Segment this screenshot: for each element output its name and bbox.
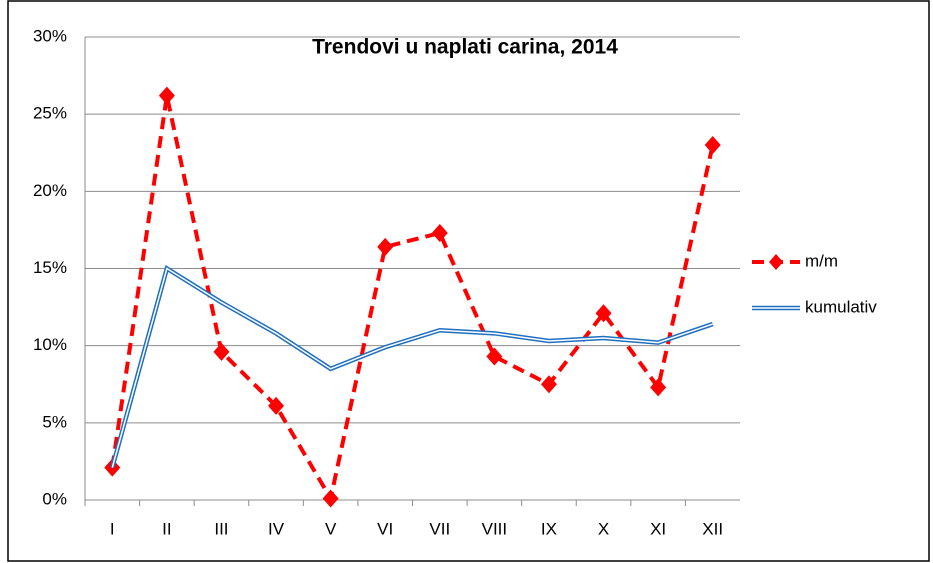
legend-marker	[769, 254, 783, 270]
point-marker	[213, 342, 230, 361]
x-tick-label: III	[214, 519, 228, 538]
legend-label: kumulativ	[805, 297, 877, 316]
point-marker	[704, 136, 721, 155]
x-tick-label: XII	[702, 519, 723, 538]
point-marker	[595, 304, 612, 323]
series-line-inner	[111, 267, 713, 468]
chart-border	[7, 0, 930, 562]
point-marker	[268, 396, 285, 415]
x-tick-label: VII	[429, 519, 450, 538]
y-tick-label: 15%	[33, 258, 67, 277]
point-marker	[650, 378, 667, 397]
y-tick-label: 25%	[33, 104, 67, 123]
legend-label: m/m	[805, 251, 838, 270]
x-tick-label: IV	[268, 519, 285, 538]
x-tick-label: II	[162, 519, 171, 538]
point-marker	[486, 347, 503, 366]
y-tick-label: 30%	[33, 26, 67, 45]
y-tick-label: 0%	[42, 489, 67, 508]
x-tick-label: IX	[541, 519, 557, 538]
series-line	[110, 95, 715, 504]
y-tick-label: 10%	[33, 335, 67, 354]
x-tick-label: V	[325, 519, 337, 538]
point-marker	[322, 489, 339, 508]
x-tick-label: X	[598, 519, 609, 538]
x-tick-label: I	[110, 519, 115, 538]
y-tick-label: 5%	[42, 412, 67, 431]
x-tick-label: VIII	[482, 519, 508, 538]
point-marker	[540, 375, 557, 394]
series-line	[110, 264, 714, 469]
x-tick-label: VI	[377, 519, 393, 538]
y-tick-label: 20%	[33, 181, 67, 200]
chart-title: Trendovi u naplati carina, 2014	[312, 36, 618, 59]
point-marker	[158, 86, 175, 105]
x-tick-label: XI	[650, 519, 666, 538]
point-marker	[431, 224, 448, 243]
point-marker	[377, 237, 394, 256]
